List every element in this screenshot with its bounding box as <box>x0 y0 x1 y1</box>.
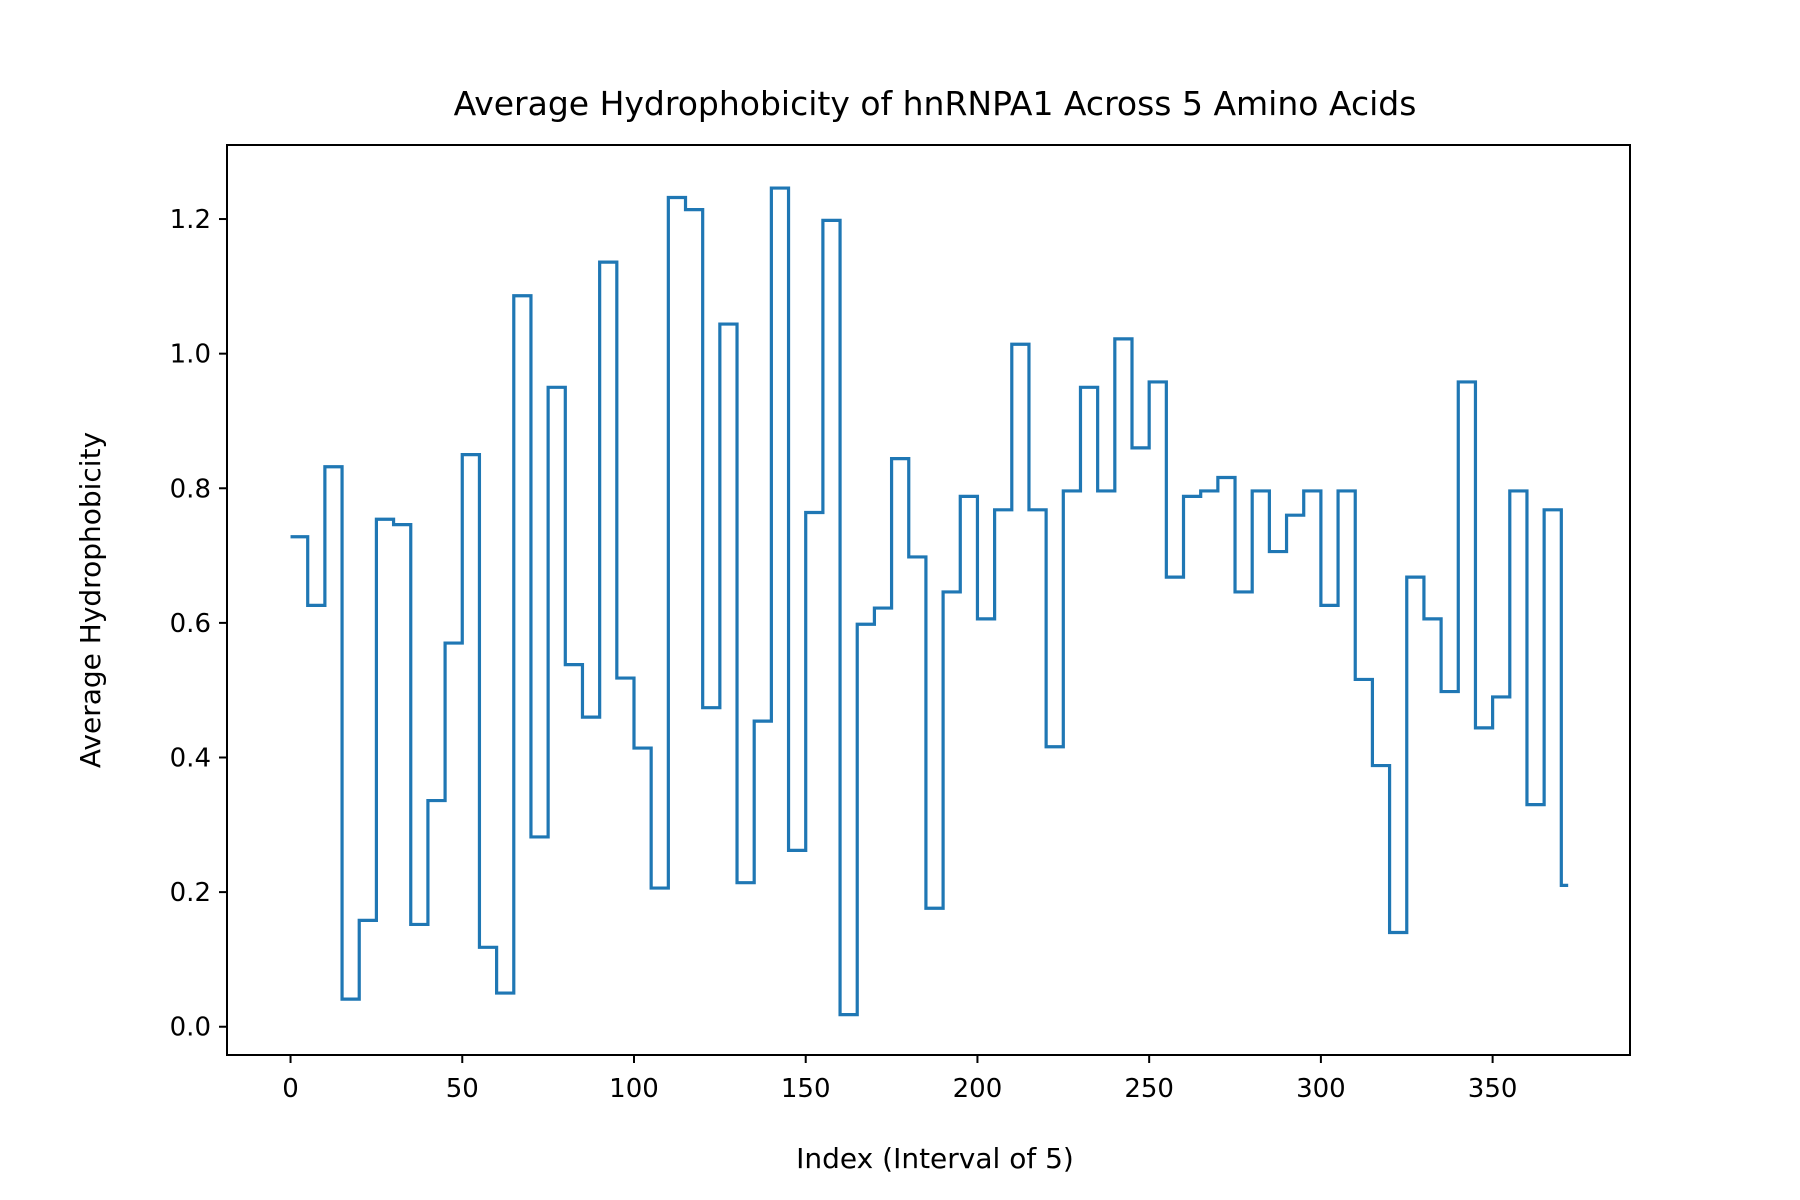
series-line <box>290 186 1569 1017</box>
y-tick-label: 1.2 <box>170 205 211 235</box>
plot-area <box>290 186 1569 1017</box>
y-tick-label: 0.8 <box>170 474 211 504</box>
y-axis-label: Average Hydrophobicity <box>74 432 107 768</box>
x-tick-label: 150 <box>781 1074 831 1104</box>
y-tick-label: 0.0 <box>170 1013 211 1043</box>
y-tick-label: 0.6 <box>170 609 211 639</box>
x-axis: 0 50 100 150 200 250 300 350 <box>282 1055 1517 1104</box>
y-tick-label: 0.4 <box>170 744 211 774</box>
chart-title: Average Hydrophobicity of hnRNPA1 Across… <box>454 84 1417 123</box>
y-tick-label: 0.2 <box>170 878 211 908</box>
x-tick-label: 0 <box>282 1074 299 1104</box>
x-axis-label: Index (Interval of 5) <box>796 1142 1074 1175</box>
x-tick-label: 300 <box>1296 1074 1346 1104</box>
x-tick-label: 200 <box>953 1074 1003 1104</box>
x-tick-label: 50 <box>446 1074 479 1104</box>
y-axis: 0.0 0.2 0.4 0.6 0.8 1.0 1.2 <box>170 205 227 1043</box>
x-tick-label: 350 <box>1468 1074 1518 1104</box>
x-tick-label: 100 <box>609 1074 659 1104</box>
axes-frame <box>226 144 1631 1056</box>
x-tick-label: 250 <box>1124 1074 1174 1104</box>
y-tick-label: 1.0 <box>170 340 211 370</box>
